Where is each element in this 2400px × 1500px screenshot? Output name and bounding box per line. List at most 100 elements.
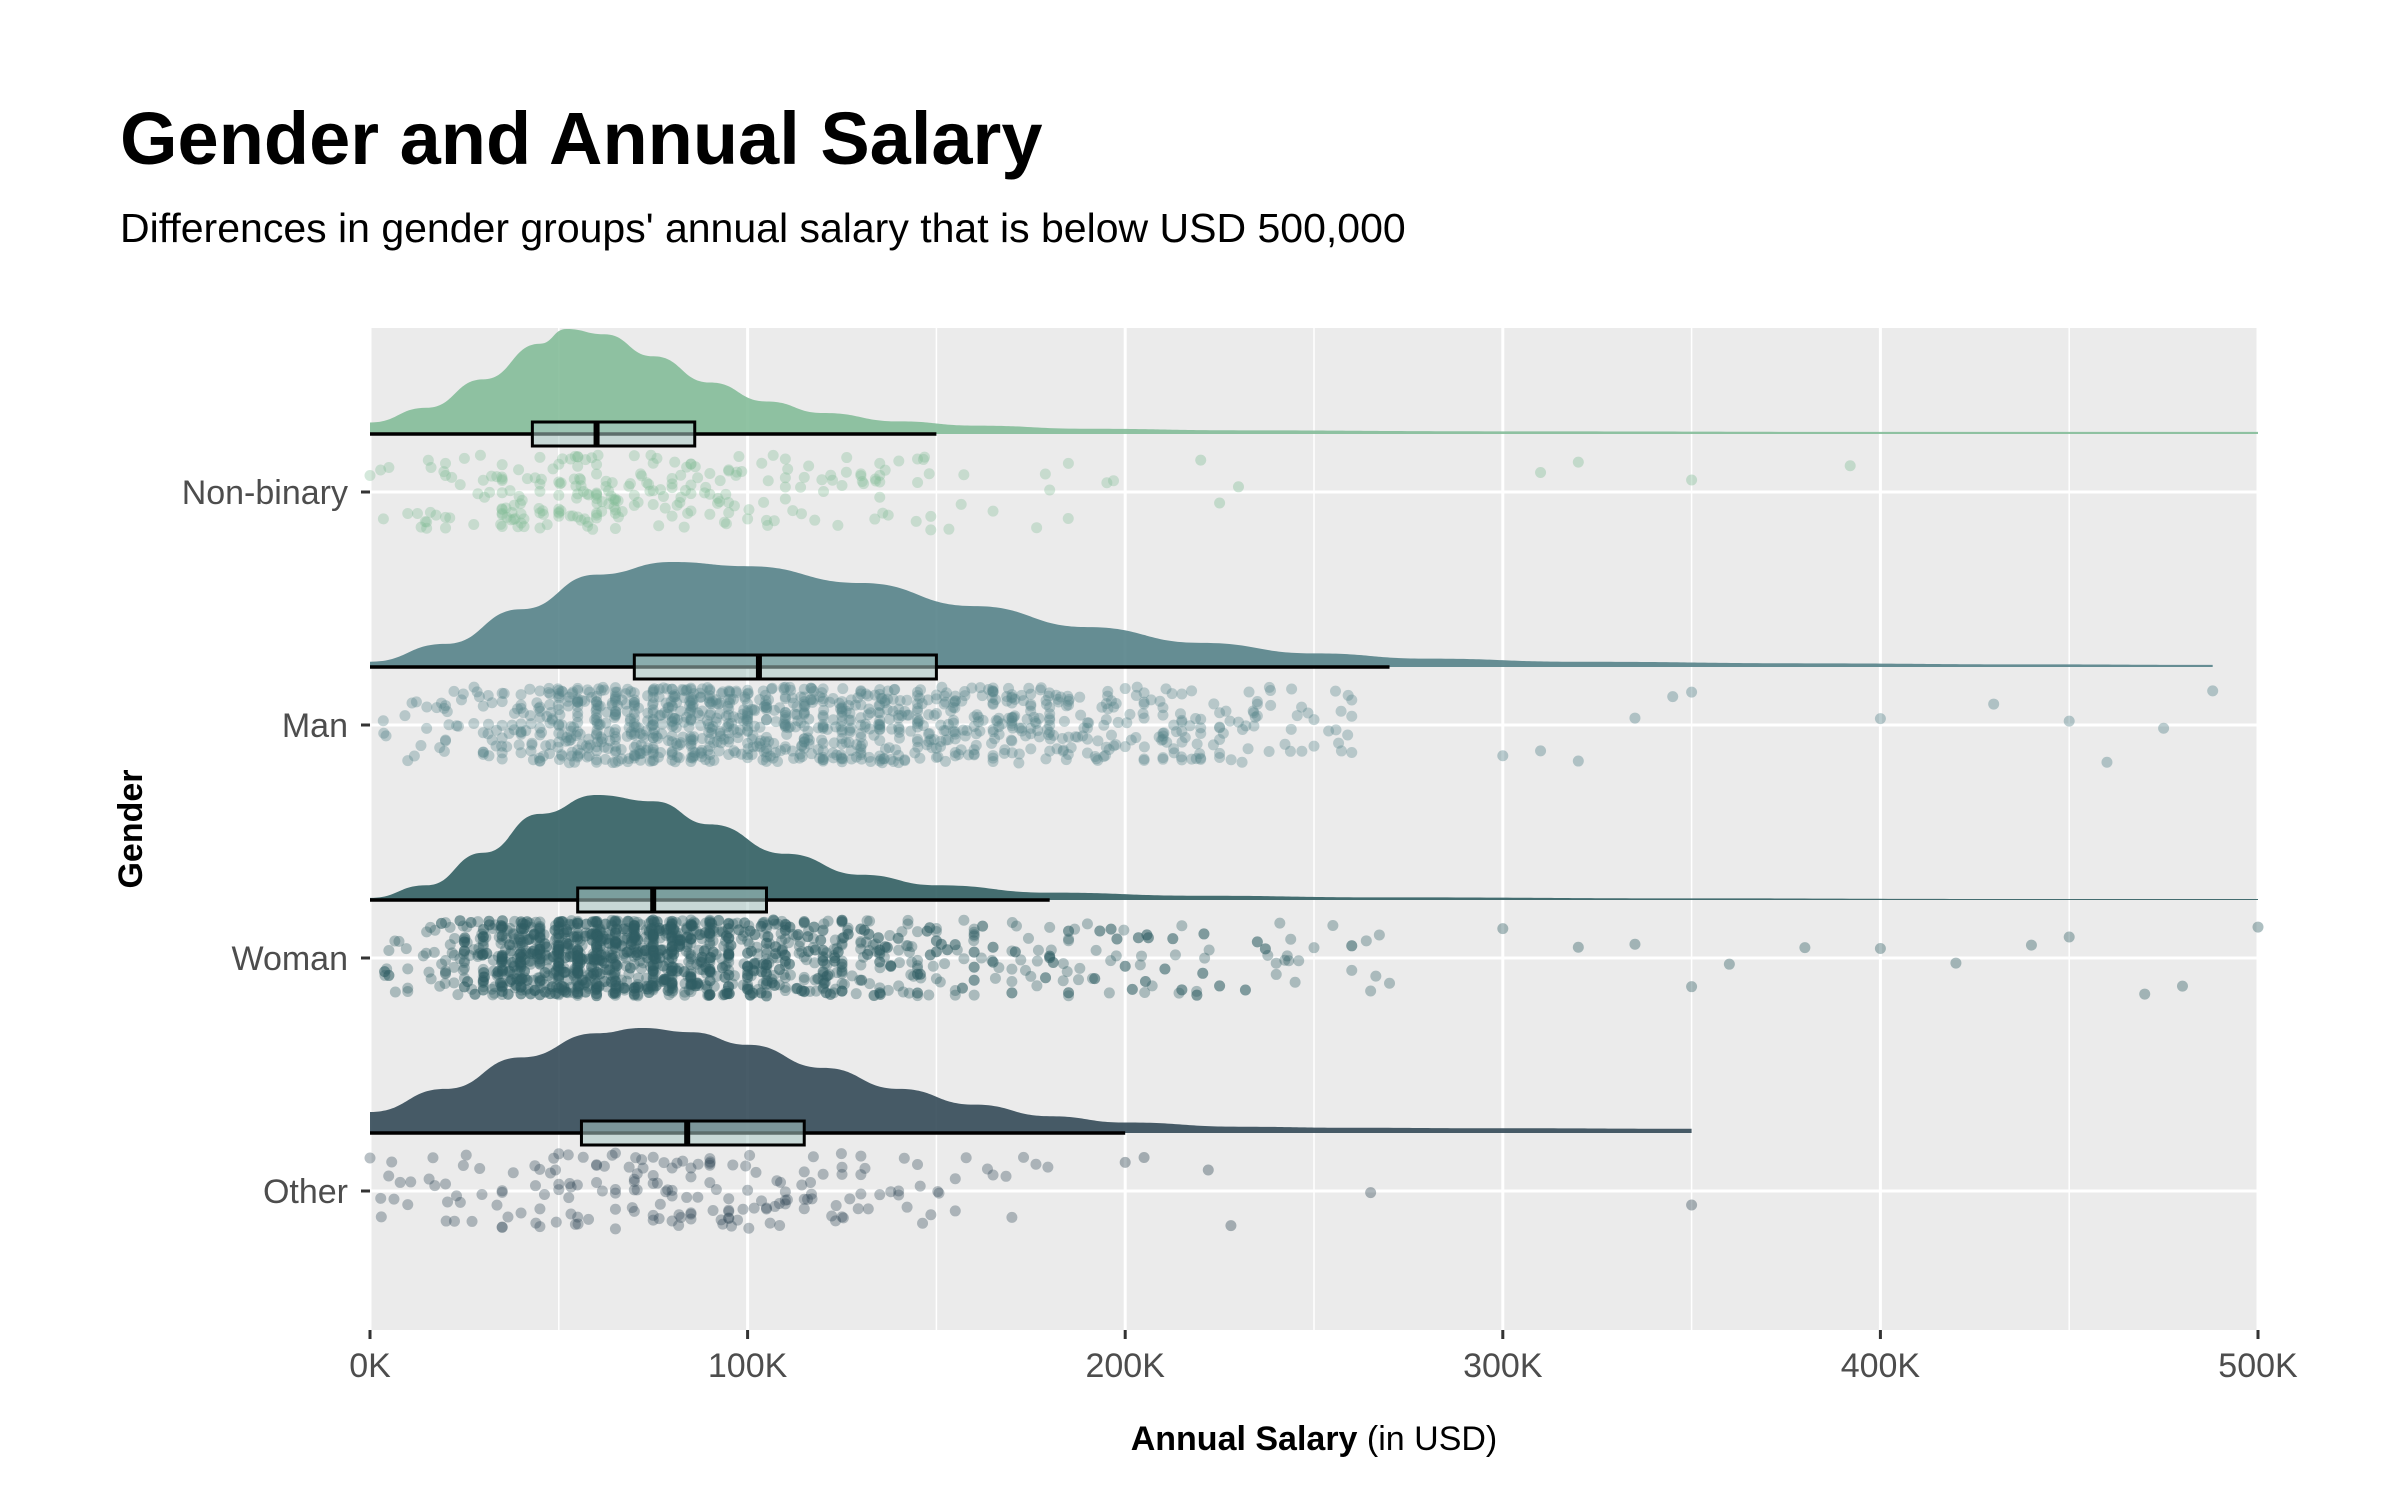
data-point [666, 977, 678, 989]
data-point [678, 966, 690, 978]
data-point [609, 956, 621, 968]
data-point [497, 964, 509, 976]
data-point [760, 699, 772, 711]
data-point [723, 720, 735, 732]
data-point [760, 990, 772, 1002]
data-point [572, 693, 584, 705]
data-point [1667, 691, 1679, 703]
data-point [538, 929, 550, 941]
data-point [604, 929, 616, 941]
data-point [476, 928, 488, 940]
data-point [836, 705, 848, 717]
data-point [855, 743, 867, 755]
data-point [949, 939, 961, 951]
data-point [689, 461, 701, 473]
data-point [1001, 695, 1013, 707]
data-point [429, 1180, 441, 1192]
data-point [630, 935, 642, 947]
data-point [924, 949, 936, 961]
data-point [488, 965, 500, 977]
data-point [612, 700, 624, 712]
data-point [1224, 715, 1236, 727]
data-point [1242, 743, 1254, 755]
data-point [534, 943, 546, 955]
data-point [795, 691, 807, 703]
data-point [760, 751, 772, 763]
data-point [494, 977, 506, 989]
data-point [798, 691, 810, 703]
data-point [685, 972, 697, 984]
data-point [510, 979, 522, 991]
data-point [578, 979, 590, 991]
data-point [656, 944, 668, 956]
data-point [647, 747, 659, 759]
data-point [545, 707, 557, 719]
data-point [478, 971, 490, 983]
data-point [588, 954, 600, 966]
data-point [666, 945, 678, 957]
data-point [393, 935, 405, 947]
data-point [654, 925, 666, 937]
data-point [760, 922, 772, 934]
data-point [733, 924, 745, 936]
data-point [489, 981, 501, 993]
data-point [770, 941, 782, 953]
data-point [590, 705, 602, 717]
data-point [651, 452, 663, 464]
data-point [1044, 701, 1056, 713]
data-point [723, 686, 735, 698]
data-point [394, 1176, 406, 1188]
data-point [559, 966, 571, 978]
data-point [609, 756, 621, 768]
data-point [496, 955, 508, 967]
data-point [677, 1155, 689, 1167]
data-point [552, 946, 564, 958]
data-point [565, 1181, 577, 1193]
data-point [625, 726, 637, 738]
data-point [723, 949, 735, 961]
data-point [686, 694, 698, 706]
data-point [808, 921, 820, 933]
data-point [825, 469, 837, 481]
data-point [604, 735, 616, 747]
data-point [609, 693, 621, 705]
data-point [971, 709, 983, 721]
data-point [912, 477, 924, 489]
data-point [586, 953, 598, 965]
data-point [703, 927, 715, 939]
data-point [685, 682, 697, 694]
data-point [534, 755, 546, 767]
data-point [1248, 720, 1260, 732]
data-point [691, 978, 703, 990]
data-point [1069, 923, 1081, 935]
data-point [597, 681, 609, 693]
data-point [609, 686, 621, 698]
data-point [609, 916, 621, 928]
data-point [798, 720, 810, 732]
data-point [534, 729, 546, 741]
data-point [921, 925, 933, 937]
data-point [768, 737, 780, 749]
data-point [1214, 752, 1226, 764]
data-point [660, 974, 672, 986]
data-point [682, 930, 694, 942]
data-point [856, 753, 868, 765]
data-point [803, 734, 815, 746]
x-tick-label: 300K [1463, 1347, 1543, 1385]
data-point [591, 944, 603, 956]
data-point [572, 989, 584, 1001]
data-point [875, 753, 887, 765]
data-point [748, 965, 760, 977]
data-point [769, 979, 781, 991]
data-point [528, 928, 540, 940]
data-point [874, 688, 886, 700]
data-point [704, 975, 716, 987]
data-point [502, 988, 514, 1000]
data-point [577, 485, 589, 497]
data-point [1101, 477, 1113, 489]
data-point [548, 967, 560, 979]
data-point [507, 928, 519, 940]
data-point [662, 984, 674, 996]
data-point [868, 989, 880, 1001]
data-point [508, 961, 520, 973]
